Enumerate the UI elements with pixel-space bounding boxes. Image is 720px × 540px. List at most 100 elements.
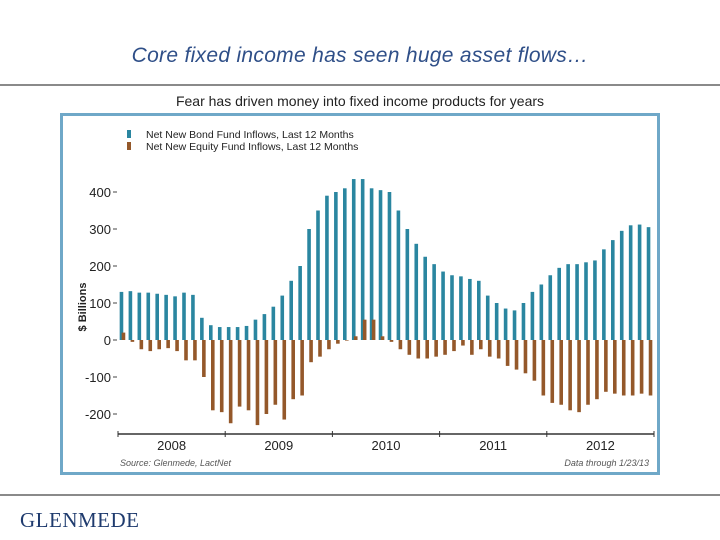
bond-bar — [262, 314, 267, 340]
bond-bar — [414, 243, 419, 340]
bond-bar — [244, 325, 249, 340]
bond-bar — [512, 310, 517, 340]
equity-bar — [121, 332, 126, 340]
bond-bar — [637, 224, 642, 340]
bond-bar — [351, 179, 356, 340]
bond-bar — [611, 240, 615, 340]
equity-bar — [604, 340, 608, 392]
equity-bar — [416, 340, 421, 359]
bond-bar — [539, 284, 544, 340]
bond-bar — [298, 266, 302, 340]
bond-bar — [226, 327, 231, 340]
bond-bar — [235, 327, 240, 340]
bond-bar — [146, 292, 151, 340]
equity-bar — [407, 340, 412, 355]
glenmede-logo: GLENMEDE — [20, 508, 140, 532]
equity-bar — [237, 340, 242, 407]
bond-bar — [477, 280, 481, 340]
equity-bar — [380, 336, 385, 340]
equity-bar — [443, 340, 447, 355]
bond-bar — [593, 260, 597, 340]
bond-bar — [200, 317, 204, 340]
bond-bar — [566, 264, 570, 340]
equity-bar — [568, 340, 572, 411]
chart-subtitle: Fear has driven money into fixed income … — [175, 93, 545, 109]
y-tick-label: -100 — [85, 370, 111, 385]
equity-bar — [595, 340, 599, 400]
y-tick-label: 400 — [89, 185, 111, 200]
equity-bar — [211, 340, 215, 411]
equity-bar — [389, 340, 394, 342]
bond-bar — [119, 291, 124, 340]
bond-bar — [369, 188, 374, 340]
equity-bar — [532, 340, 537, 381]
x-year-label: 2008 — [157, 438, 186, 453]
data-through-note: Data through 1/23/13 — [564, 458, 649, 468]
y-tick-label: -200 — [85, 407, 111, 422]
bond-bar — [503, 308, 508, 340]
bond-bar — [628, 225, 633, 340]
bond-bar — [602, 249, 606, 340]
equity-bar — [353, 336, 358, 340]
equity-bar — [452, 340, 456, 352]
bond-bar — [360, 179, 365, 340]
bond-bar — [316, 210, 320, 340]
equity-bar — [184, 340, 188, 361]
equity-bar — [282, 340, 287, 420]
bond-bar — [485, 295, 490, 340]
equity-bar — [130, 340, 135, 342]
equity-bar — [166, 340, 170, 349]
equity-bar — [228, 340, 233, 424]
bond-bar — [128, 291, 133, 340]
bond-bar — [646, 227, 651, 340]
bond-bar — [164, 294, 168, 340]
equity-bar — [514, 340, 519, 370]
equity-bar — [398, 340, 403, 350]
bond-bar — [521, 303, 526, 340]
bond-bar — [378, 190, 383, 340]
equity-bar — [219, 340, 224, 413]
bond-bar — [459, 276, 463, 340]
bond-bar — [557, 267, 561, 340]
equity-bar — [523, 340, 528, 374]
equity-bar — [613, 340, 617, 394]
y-axis-label: $ Billions — [77, 283, 89, 332]
y-tick-label: 100 — [89, 296, 111, 311]
chart-frame: 400 300 200 100 0 -100 -200 $ Billions 2008 2009 2… — [60, 113, 660, 475]
fund-flows-chart: 400 300 200 100 0 -100 -200 $ Billions 2008 2009 2… — [77, 129, 655, 468]
bond-bar — [432, 264, 436, 340]
equity-bar — [470, 340, 474, 355]
bond-bar — [217, 327, 222, 340]
bond-bar — [548, 275, 553, 340]
equity-bar — [327, 340, 331, 350]
equity-bar — [318, 340, 322, 357]
bond-bar — [191, 294, 195, 340]
bond-bar — [334, 192, 338, 340]
bond-bar — [423, 256, 427, 340]
y-tick-label: 300 — [89, 222, 111, 237]
equity-bar — [336, 340, 340, 344]
equity-bar — [505, 340, 510, 366]
equity-bar — [541, 340, 546, 396]
bond-bar — [280, 295, 285, 340]
equity-bar — [621, 340, 626, 396]
equity-bar — [202, 340, 206, 377]
equity-bar — [371, 319, 376, 340]
equity-bar — [479, 340, 483, 350]
bond-bar — [182, 292, 186, 340]
bond-bar — [325, 195, 329, 340]
equity-bar — [639, 340, 644, 394]
bond-bar — [396, 210, 401, 340]
equity-bar — [559, 340, 563, 405]
y-tick-label: 200 — [89, 259, 111, 274]
legend-swatch — [127, 130, 131, 138]
equity-bar — [309, 340, 313, 363]
source-note: Source: Glenmede, LactNet — [120, 458, 232, 468]
bond-bar — [450, 275, 454, 340]
bond-bar — [173, 296, 177, 340]
bond-bar — [441, 271, 445, 340]
slide-title: Core fixed income has seen huge asset fl… — [131, 44, 589, 67]
equity-bar — [148, 340, 153, 352]
y-tick-label: 0 — [104, 333, 111, 348]
bond-bar — [575, 264, 579, 340]
